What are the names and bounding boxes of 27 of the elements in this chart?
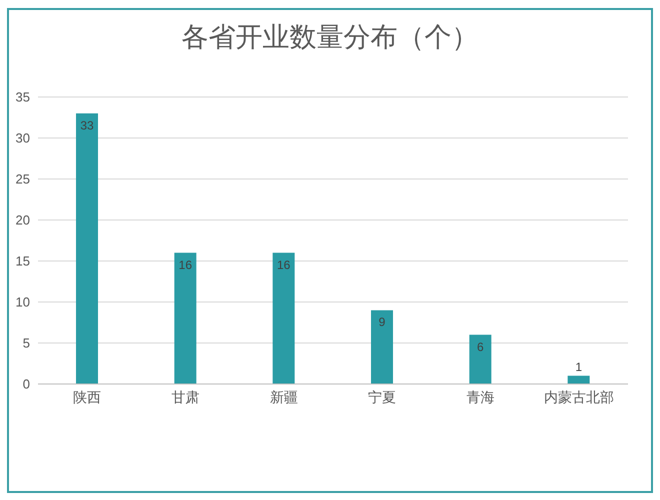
x-tick-label: 宁夏 (368, 390, 396, 406)
y-tick-label: 20 (16, 212, 30, 228)
bar (371, 310, 393, 384)
bar (76, 113, 98, 384)
y-tick-label: 5 (22, 336, 30, 351)
bar (174, 252, 196, 384)
data-label: 9 (378, 315, 386, 330)
x-tick-label: 内蒙古北部 (544, 390, 614, 406)
y-tick-label: 25 (16, 172, 30, 187)
y-tick-label: 10 (16, 294, 30, 310)
bar (568, 376, 590, 384)
bar (272, 252, 295, 384)
y-tick-label: 30 (16, 130, 30, 146)
data-label: 16 (276, 258, 291, 272)
data-label: 1 (575, 360, 582, 374)
y-tick-label: 0 (22, 376, 30, 392)
bar (469, 334, 492, 384)
x-tick-label: 青海 (466, 390, 494, 406)
chart-title: 各省开业数量分布（个） (180, 21, 480, 55)
y-tick-label: 15 (16, 254, 30, 269)
data-label: 33 (80, 118, 94, 132)
y-tick-label: 35 (16, 90, 30, 105)
data-label: 16 (178, 258, 192, 272)
data-label: 6 (476, 340, 484, 354)
x-tick-label: 甘肃 (172, 390, 200, 406)
x-tick-label: 新疆 (270, 390, 298, 406)
x-tick-label: 陕西 (73, 390, 102, 406)
